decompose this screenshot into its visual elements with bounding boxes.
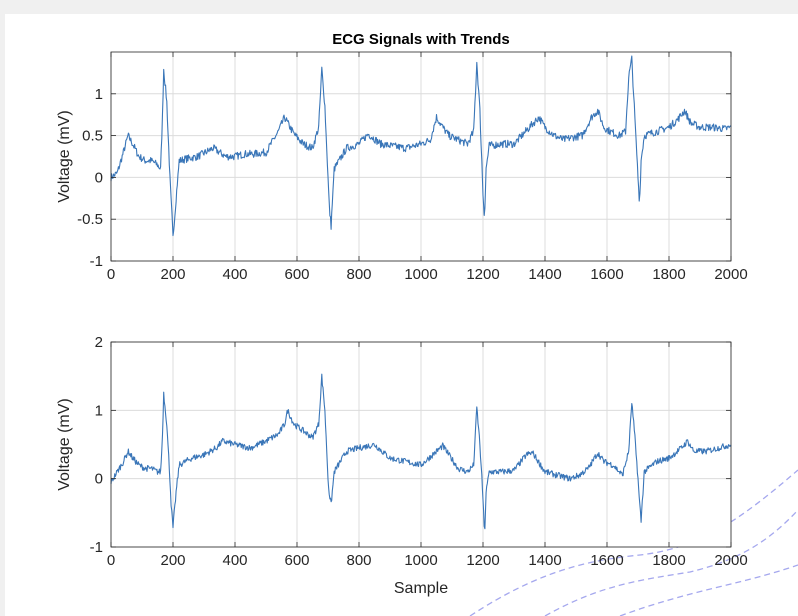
y-tick-label: 0 [95, 471, 103, 488]
x-tick-label: 600 [284, 552, 309, 569]
y-axis-label: Voltage (mV) [56, 398, 73, 490]
y-tick-label: 2 [95, 334, 103, 351]
y-tick-label: 0 [95, 169, 103, 186]
x-tick-label: 1600 [590, 266, 623, 283]
x-tick-label: 1400 [528, 266, 561, 283]
y-tick-label: 1 [95, 86, 103, 103]
ticks [110, 52, 732, 262]
x-tick-label: 1200 [466, 552, 499, 569]
x-tick-label: 1800 [652, 266, 685, 283]
series-line [110, 373, 732, 530]
x-tick-label: 1400 [528, 552, 561, 569]
x-tick-label: 1600 [590, 552, 623, 569]
x-tick-label: 1200 [466, 266, 499, 283]
x-tick-label: 2000 [714, 552, 747, 569]
x-tick-label: 800 [346, 266, 371, 283]
x-tick-label: 400 [222, 552, 247, 569]
series-line [110, 55, 732, 237]
x-tick-label: 2000 [714, 266, 747, 283]
x-tick-label: 200 [160, 552, 185, 569]
y-tick-label: -1 [90, 539, 103, 556]
top-axes: 0 200 400 600 800 1000 1200 1400 1600 1800 2000 -1 -… [56, 31, 748, 283]
x-tick-label: 0 [107, 552, 115, 569]
x-tick-label: 1000 [404, 552, 437, 569]
x-tick-label: 1800 [652, 552, 685, 569]
ticks [110, 341, 732, 548]
x-tick-label: 1000 [404, 266, 437, 283]
y-tick-label: -0.5 [77, 211, 103, 228]
chart-title: ECG Signals with Trends [332, 31, 510, 48]
y-tick-label: 0.5 [82, 128, 103, 145]
y-tick-label: -1 [90, 253, 103, 270]
y-tick-label: 1 [95, 402, 103, 419]
y-axis-label: Voltage (mV) [56, 110, 73, 202]
bottom-axes: 0 200 400 600 800 1000 1200 1400 1600 1800 2000-10… [56, 334, 748, 597]
x-tick-label: 400 [222, 266, 247, 283]
decorative-dashed-curves [469, 469, 798, 616]
x-tick-label: 800 [346, 552, 371, 569]
x-axis-label: Sample [394, 580, 448, 597]
x-tick-label: 0 [107, 266, 115, 283]
x-tick-label: 200 [160, 266, 185, 283]
x-tick-label: 600 [284, 266, 309, 283]
